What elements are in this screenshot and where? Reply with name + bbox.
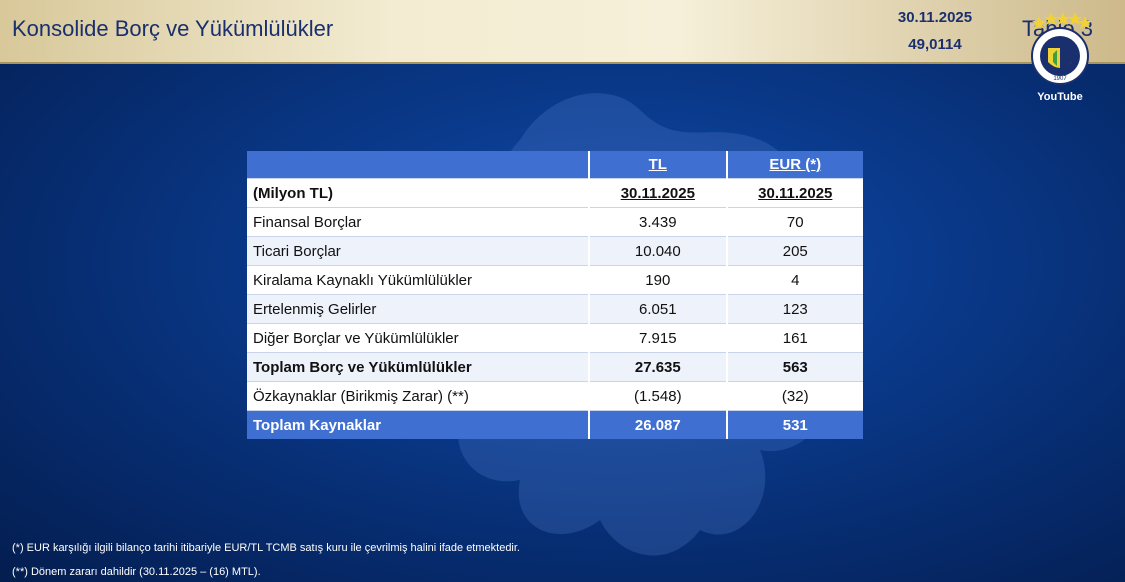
table-row: Ticari Borçlar 10.040 205	[247, 236, 863, 266]
row-value-tl: 7.915	[590, 323, 726, 353]
table-row: Kiralama Kaynaklı Yükümlülükler 190 4	[247, 265, 863, 295]
row-label: Kiralama Kaynaklı Yükümlülükler	[247, 265, 589, 295]
row-value-eur: 70	[727, 207, 863, 237]
fenerbahce-logo: 1907 YouTube	[1031, 12, 1092, 102]
header-date: 30.11.2025	[897, 9, 973, 26]
row-label: Diğer Borçlar ve Yükümlülükler	[247, 323, 589, 353]
row-label: Ertelenmiş Gelirler	[247, 294, 589, 324]
col-header-tl: TL	[590, 151, 726, 179]
row-value-eur: 4	[727, 265, 863, 295]
row-label: Finansal Borçlar	[247, 207, 589, 237]
row-value-eur: 563	[727, 352, 863, 382]
row-value-tl: 3.439	[590, 207, 726, 237]
table-subheader-row: (Milyon TL) 30.11.2025 30.11.2025	[247, 178, 863, 208]
debt-liabilities-table: TL EUR (*) (Milyon TL) 30.11.2025 30.11.…	[247, 151, 863, 439]
page-title: Konsolide Borç ve Yükümlülükler	[12, 16, 334, 41]
table-row: Ertelenmiş Gelirler 6.051 123	[247, 294, 863, 324]
row-value-tl: 10.040	[590, 236, 726, 266]
date-eur: 30.11.2025	[727, 178, 863, 208]
header-bar: Konsolide Borç ve Yükümlülükler 30.11.20…	[0, 0, 1125, 64]
logo-caption: YouTube	[1037, 91, 1082, 102]
row-label: Toplam Borç ve Yükümlülükler	[247, 352, 589, 382]
total-value-eur: 531	[727, 410, 863, 439]
row-value-eur: 205	[727, 236, 863, 266]
footnote-eur: (*) EUR karşılığı ilgili bilanço tarihi …	[12, 542, 520, 554]
row-value-eur: 123	[727, 294, 863, 324]
table-header-row: TL EUR (*)	[247, 151, 863, 179]
total-value-tl: 26.087	[590, 410, 726, 439]
unit-label: (Milyon TL)	[247, 178, 589, 208]
header-exchange-rate: 49,0114	[908, 36, 962, 53]
footnote-period-loss: (**) Dönem zararı dahildir (30.11.2025 –…	[12, 566, 261, 578]
row-value-eur: (32)	[727, 381, 863, 411]
row-label: Ticari Borçlar	[247, 236, 589, 266]
table-row: Finansal Borçlar 3.439 70	[247, 207, 863, 237]
date-tl: 30.11.2025	[590, 178, 726, 208]
col-header-eur: EUR (*)	[727, 151, 863, 179]
table-row: Diğer Borçlar ve Yükümlülükler 7.915 161	[247, 323, 863, 353]
row-value-tl: 27.635	[590, 352, 726, 382]
row-value-tl: 6.051	[590, 294, 726, 324]
row-value-eur: 161	[727, 323, 863, 353]
table-row-subtotal: Toplam Borç ve Yükümlülükler 27.635 563	[247, 352, 863, 382]
row-value-tl: 190	[590, 265, 726, 295]
logo-year: 1907	[1053, 76, 1067, 82]
total-label: Toplam Kaynaklar	[247, 410, 589, 439]
table-row: Özkaynaklar (Birikmiş Zarar) (**) (1.548…	[247, 381, 863, 411]
row-label: Özkaynaklar (Birikmiş Zarar) (**)	[247, 381, 589, 411]
table-total-row: Toplam Kaynaklar 26.087 531	[247, 410, 863, 439]
header-label-cell	[247, 151, 589, 179]
row-value-tl: (1.548)	[590, 381, 726, 411]
